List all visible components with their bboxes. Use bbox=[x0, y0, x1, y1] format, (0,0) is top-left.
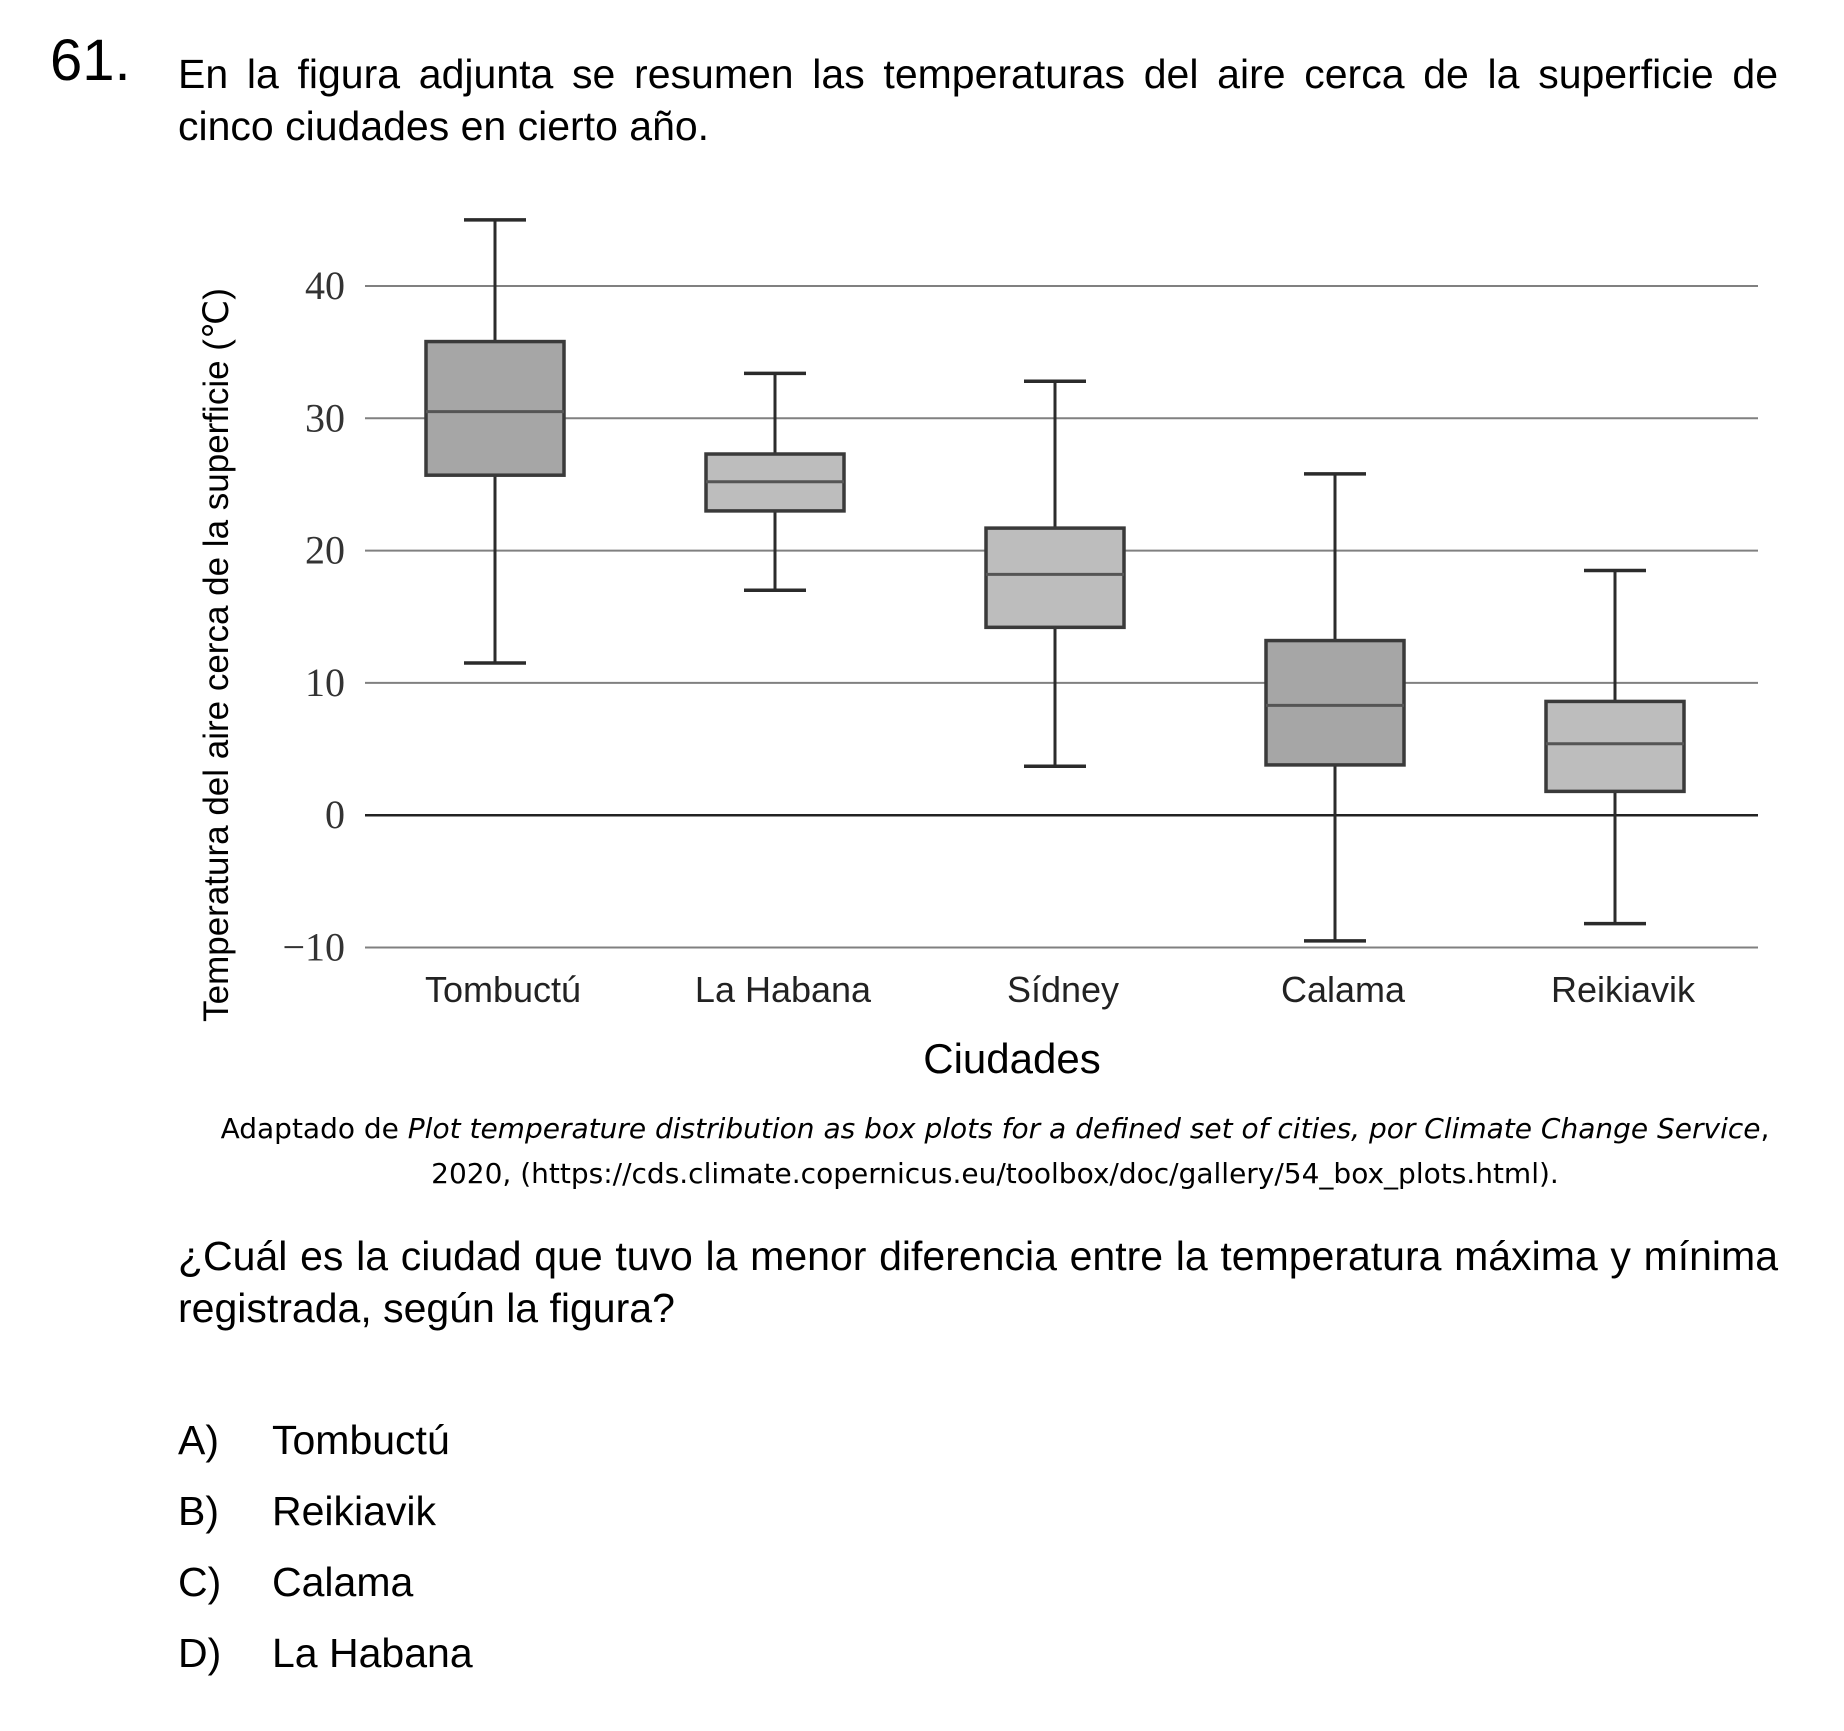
answer-options: A) Tombuctú B) Reikiavik C) Calama D) La Hab… bbox=[178, 1405, 473, 1689]
answer-option-c[interactable]: C) Calama bbox=[178, 1547, 473, 1618]
box-2 bbox=[704, 371, 846, 593]
box-5 bbox=[1544, 568, 1686, 926]
figure-source: Adaptado de Plot temperature distributio… bbox=[200, 1106, 1790, 1196]
x-axis-label: Ciudades bbox=[923, 1035, 1100, 1082]
y-tick-label: 10 bbox=[305, 660, 345, 705]
source-suffix: , 2020, (https://cds.climate.copernicus.… bbox=[431, 1112, 1770, 1190]
box-3 bbox=[984, 379, 1126, 768]
option-letter: D) bbox=[178, 1630, 222, 1676]
question-number: 61. bbox=[50, 28, 131, 93]
source-title: Plot temperature distribution as box plo… bbox=[407, 1112, 1761, 1145]
box-4 bbox=[1264, 472, 1406, 943]
x-tick-label: Tombuctú bbox=[425, 969, 581, 1010]
box-1 bbox=[424, 218, 566, 665]
question-stem: En la figura adjunta se resumen las temp… bbox=[178, 51, 1778, 149]
option-text: Tombuctú bbox=[272, 1417, 450, 1463]
option-letter: C) bbox=[178, 1559, 222, 1605]
y-axis-tick-labels: −10 0 10 20 30 40 bbox=[282, 263, 345, 970]
y-tick-label: 20 bbox=[305, 528, 345, 573]
answer-option-a[interactable]: A) Tombuctú bbox=[178, 1405, 473, 1476]
x-axis-tick-labels: Tombuctú La Habana Sídney Calama Reikiavik bbox=[425, 969, 1696, 1010]
x-tick-label: La Habana bbox=[695, 969, 872, 1010]
option-text: Reikiavik bbox=[272, 1488, 437, 1534]
option-letter: A) bbox=[178, 1417, 219, 1463]
box-plots bbox=[424, 218, 1686, 943]
y-tick-label: 40 bbox=[305, 263, 345, 308]
grid-lines bbox=[365, 285, 1758, 949]
iqr-box bbox=[1544, 699, 1686, 794]
iqr-box bbox=[984, 526, 1126, 630]
question-prompt: ¿Cuál es la ciudad que tuvo la menor dif… bbox=[178, 1233, 1778, 1331]
y-tick-label: 30 bbox=[305, 395, 345, 440]
x-tick-label: Reikiavik bbox=[1551, 969, 1696, 1010]
y-axis-label: Temperatura del aire cerca de la superfi… bbox=[197, 288, 236, 1022]
x-tick-label: Calama bbox=[1281, 969, 1406, 1010]
box-plot-chart: −10 0 10 20 30 40 Tombuctú La Habana Sídney Cala… bbox=[197, 218, 1758, 1082]
answer-option-d[interactable]: D) La Habana bbox=[178, 1618, 473, 1689]
y-tick-label: −10 bbox=[282, 925, 345, 970]
option-text: Calama bbox=[272, 1559, 414, 1605]
answer-option-b[interactable]: B) Reikiavik bbox=[178, 1476, 473, 1547]
option-letter: B) bbox=[178, 1488, 219, 1534]
y-tick-label: 0 bbox=[325, 792, 345, 837]
x-tick-label: Sídney bbox=[1007, 969, 1119, 1010]
source-prefix: Adaptado de bbox=[220, 1112, 408, 1145]
iqr-box bbox=[424, 339, 566, 477]
option-text: La Habana bbox=[272, 1630, 473, 1676]
iqr-box bbox=[1264, 638, 1406, 767]
